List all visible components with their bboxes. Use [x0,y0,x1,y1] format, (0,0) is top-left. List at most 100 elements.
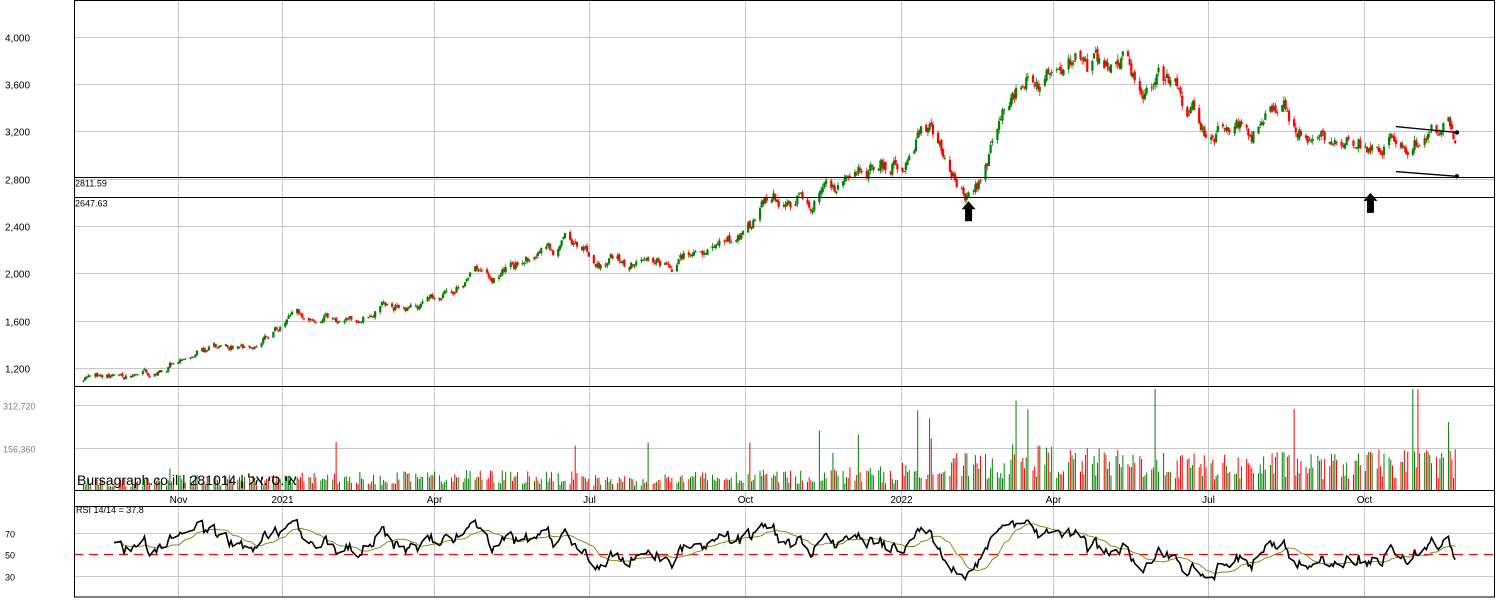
candle-body [406,308,408,311]
x-tick-label: Apr [1046,495,1062,506]
candle-body [552,250,554,255]
candle-body [623,259,625,266]
candle-body [1388,137,1390,145]
candle-body [754,219,756,220]
candle-body [232,346,234,349]
candle-body [1320,131,1322,137]
candle-body [1300,131,1302,135]
candle-body [795,204,797,206]
candle-body [464,282,466,286]
candle-body [398,305,400,307]
candle-body [408,307,410,308]
candle-body [276,327,278,329]
candle-body [1395,140,1397,144]
candle-body [884,162,886,170]
candle-body [145,369,147,372]
outer-frame [75,1,1495,598]
price-candles [82,46,1456,382]
candle-body [1062,70,1064,75]
arrow-marker [1363,193,1377,213]
candle-body [834,186,836,192]
candle-body [978,181,980,189]
candle-body [1425,139,1427,140]
candle-body [1252,132,1254,143]
candle-body [693,252,695,256]
candle-body [1120,58,1122,69]
candle-body [272,332,274,338]
candle-body [1295,128,1297,133]
candle-body [669,266,671,268]
candle-body [1263,122,1265,124]
candle-body [778,201,780,207]
candle-body [835,191,837,193]
candle-body [466,279,468,281]
candle-body [1047,69,1049,74]
candle-body [967,193,969,198]
candle-body [998,121,1000,130]
candle-body [1317,137,1319,138]
candle-body [588,252,590,257]
candle-body [1205,134,1207,137]
price-tick-label: 3,600 [5,81,30,92]
candle-body [1322,130,1324,131]
candle-body [488,274,490,277]
candle-body [432,295,434,298]
candle-body [457,287,459,288]
candle-body [493,278,495,283]
candle-body [1181,96,1183,106]
candle-body [798,194,800,195]
candle-body [742,231,744,234]
candle-body [1293,119,1295,126]
candle-body [608,258,610,263]
candle-body [289,315,291,316]
candle-body [728,235,730,242]
candle-body [206,351,208,352]
candle-body [1217,126,1219,132]
candle-body [1359,140,1361,148]
candle-body [808,202,810,208]
x-tick-label: Oct [738,495,754,506]
candle-body [1107,62,1109,67]
candle-body [267,338,269,339]
candle-body [391,303,393,306]
candle-body [125,376,127,380]
candle-body [937,133,939,143]
candle-body [1212,135,1214,137]
candle-body [811,210,813,212]
candle-body [1193,101,1195,110]
candle-body [227,345,229,347]
candle-body [1417,147,1419,148]
candle-body [633,265,635,267]
candle-body [611,256,613,259]
candle-body [420,304,422,307]
candle-body [1073,60,1075,61]
candle-body [535,257,537,258]
candle-body [216,347,218,348]
candle-body [796,196,798,204]
x-tick-label: 2021 [271,495,294,506]
candle-body [859,168,861,170]
candle-body [386,304,388,306]
candle-body [871,165,873,167]
candle-body [1157,68,1159,73]
x-tick-label: Oct [1357,495,1373,506]
candle-body [286,319,288,323]
candle-body [1110,64,1112,72]
candle-body [1335,142,1337,143]
candle-body [121,374,123,377]
candle-body [1091,61,1093,71]
candle-body [303,319,305,320]
candle-body [759,208,761,220]
candle-body [676,265,678,271]
candle-body [606,263,608,265]
candle-body [1051,72,1053,73]
candle-body [564,233,566,238]
candle-body [298,309,300,313]
candle-body [1274,105,1276,112]
candle-body [557,249,559,256]
candle-body [694,251,696,252]
candle-body [1025,78,1027,90]
candle-body [1027,76,1029,77]
